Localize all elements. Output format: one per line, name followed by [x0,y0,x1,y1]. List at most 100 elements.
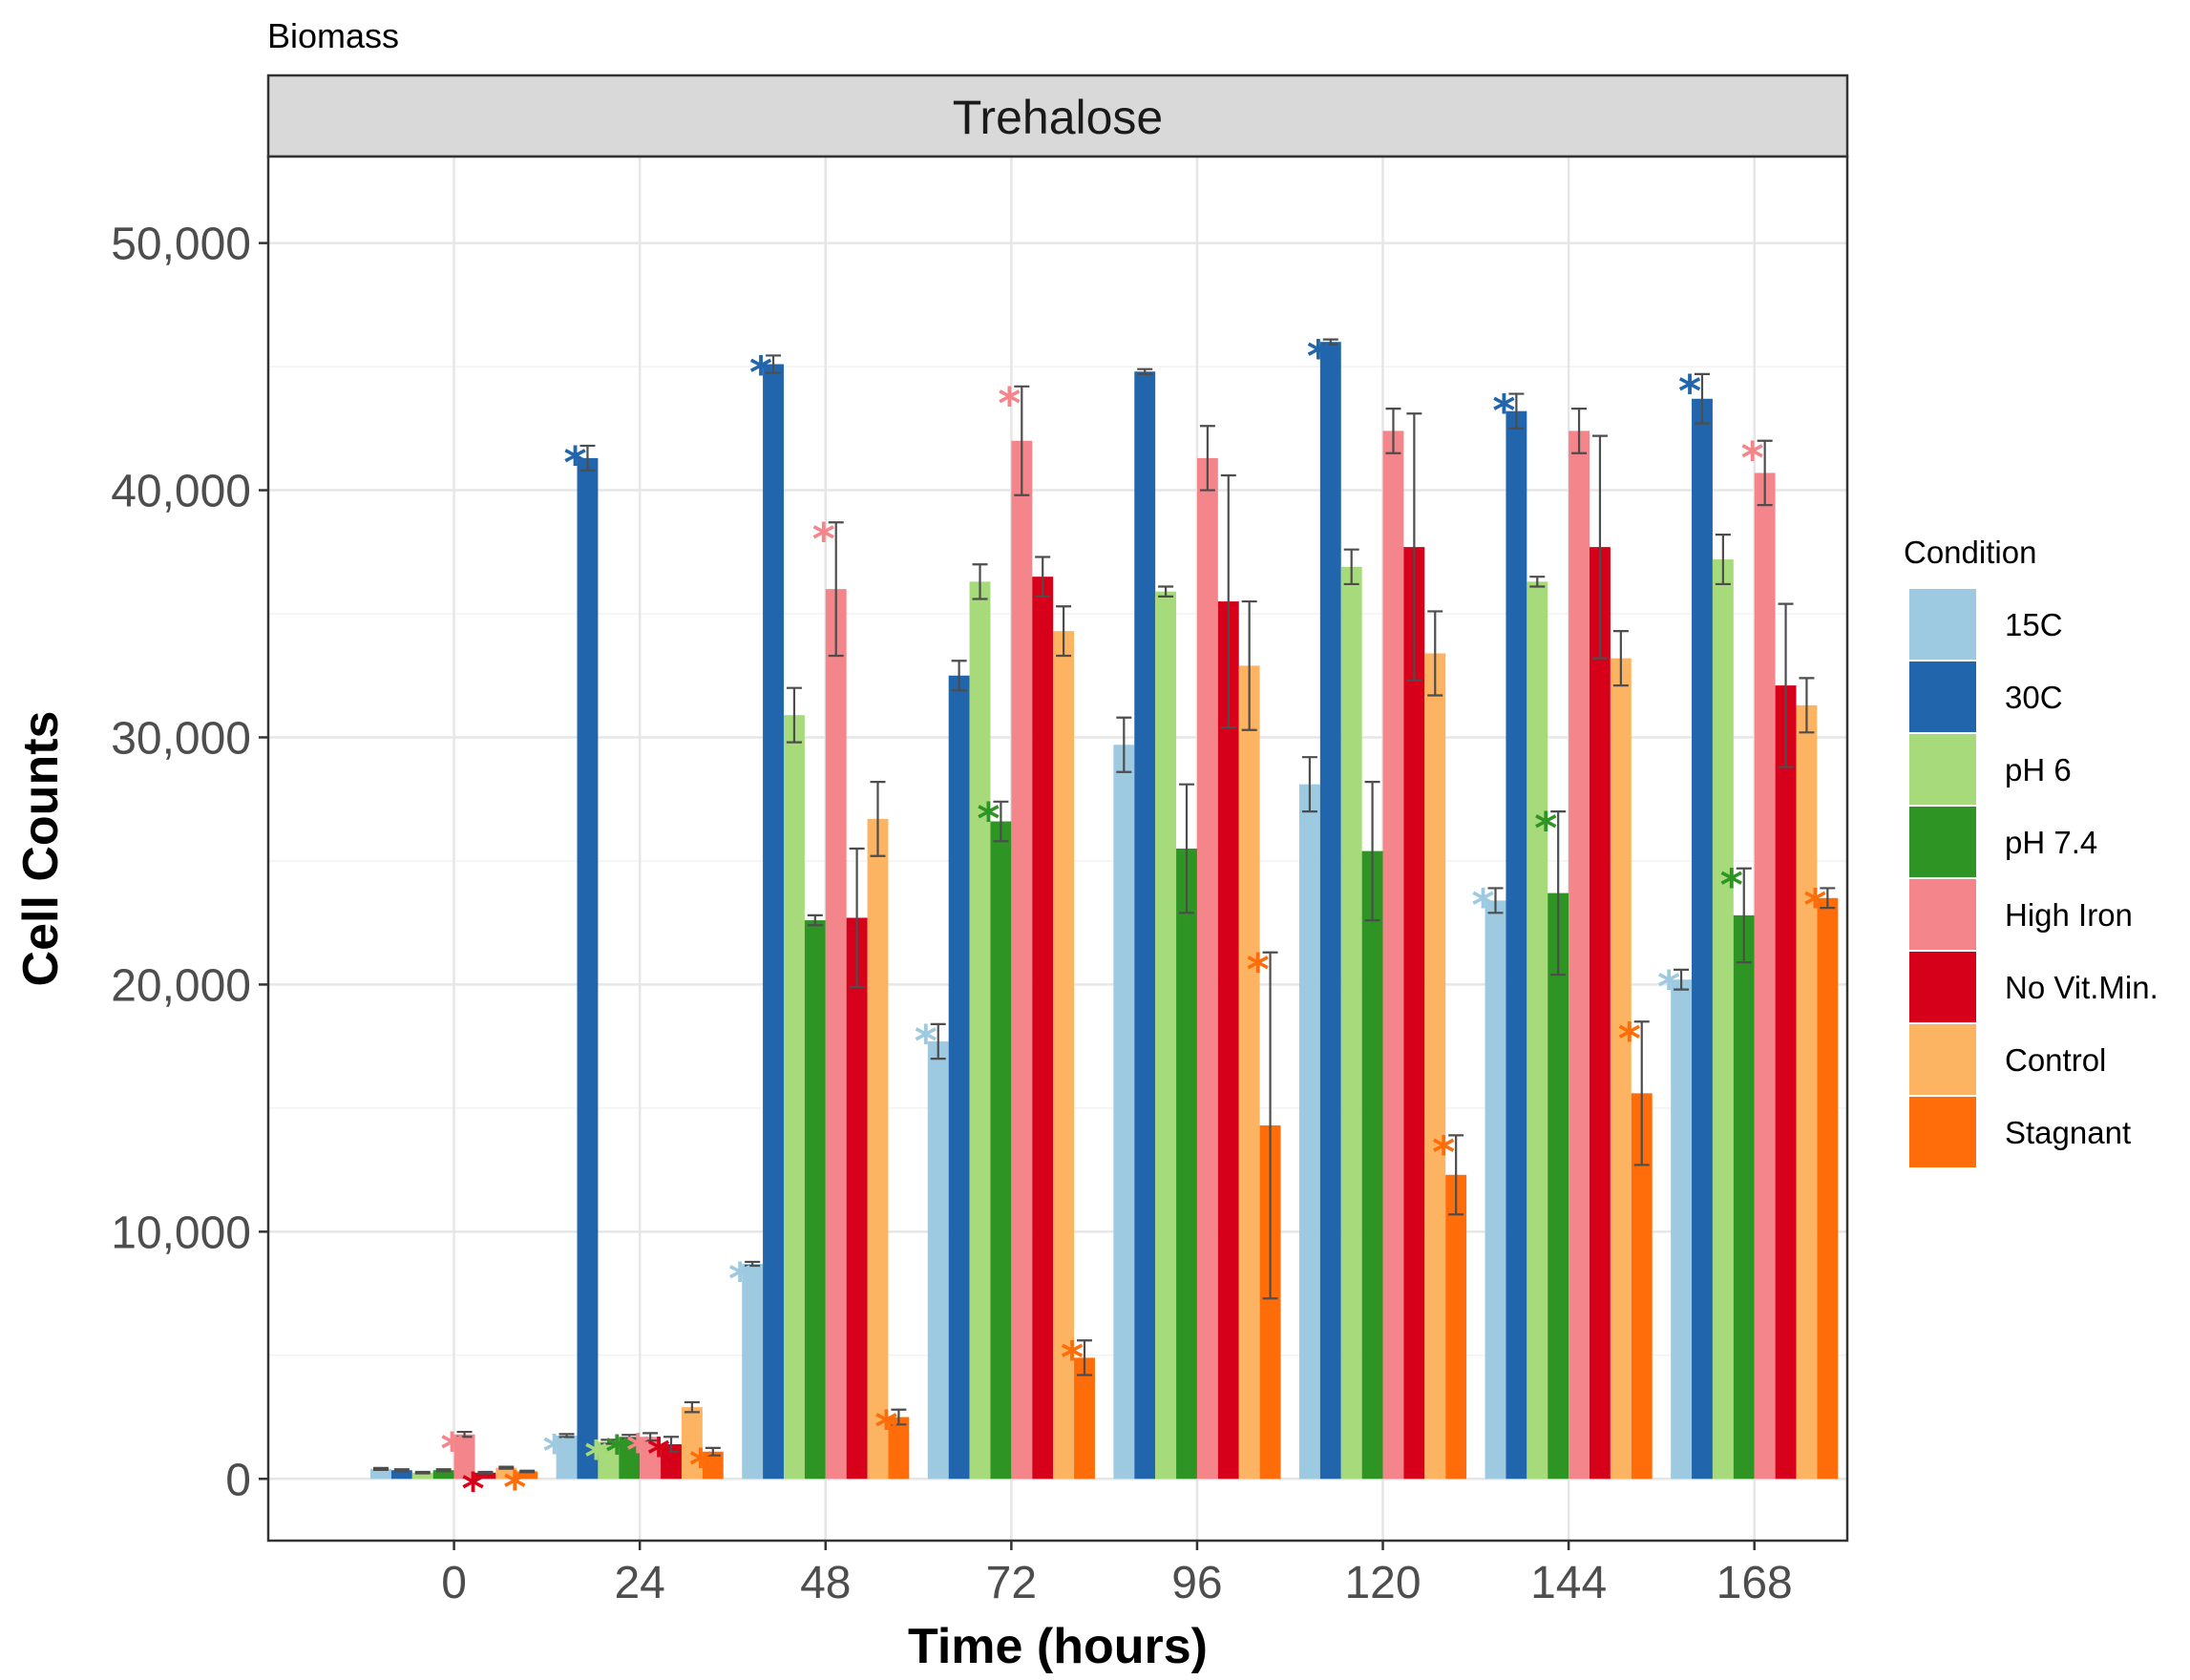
error-bar-30c-48 [766,354,782,374]
error-bar-stagnant-96 [1262,951,1278,1300]
error-bar-no-vit-min-96 [1220,473,1236,729]
error-bar-ph-6-120 [1343,548,1359,586]
error-bar-high-iron-72 [1014,385,1030,496]
bar-control-120 [1424,653,1446,1480]
bar-30c-144 [1506,410,1527,1480]
x-tick-label: 144 [1530,1558,1607,1608]
bar-stagnant-24 [702,1451,724,1480]
bar-stagnant-72 [1074,1357,1095,1480]
significance-star-15c-168: * [1657,961,1680,1013]
bar-ph-6-48 [783,715,805,1480]
error-bar-control-144 [1612,630,1629,687]
bar-stagnant-120 [1445,1174,1467,1480]
bar-layer [370,342,1839,1480]
error-bar-no-vit-min-120 [1406,412,1422,682]
plot-border [266,155,1849,1543]
significance-star-stagnant-72: * [1061,1332,1084,1383]
bar-15c-0 [370,1468,391,1480]
bar-high-iron-0 [453,1434,475,1480]
bar-ph-7-4-144 [1548,892,1569,1480]
x-tick-label: 48 [800,1558,851,1608]
error-bar-control-48 [870,780,886,857]
bar-no-vit-min-24 [661,1444,682,1480]
legend-item-ph-7-4: pH 7.4 [1909,807,2097,877]
significance-star-ph-7-4-72: * [977,793,1000,845]
error-bar-ph-6-48 [786,686,802,744]
legend-label-ph-6: pH 6 [2005,752,2072,788]
legend-item-ph-6: pH 6 [1909,734,2072,805]
error-bar-15c-144 [1487,887,1504,914]
significance-star-15c-144: * [1472,879,1495,931]
bar-30c-120 [1319,342,1341,1480]
bar-ph-6-120 [1340,566,1362,1480]
x-tick-label: 24 [614,1558,664,1608]
significance-star-stagnant-144: * [1618,1013,1641,1064]
significance-star-ph-7-4-24: * [605,1426,628,1478]
bar-ph-7-4-72 [990,821,1012,1480]
error-bar-stagnant-48 [891,1408,907,1426]
significance-star-30c-168: * [1678,366,1701,417]
legend-key-stagnant [1909,1097,1976,1167]
significance-star-ph-6-24: * [584,1431,607,1482]
legend-key-ph-7-4 [1909,807,1976,877]
error-bar-15c-96 [1116,716,1132,773]
bar-control-96 [1238,665,1260,1480]
bar-15c-72 [927,1040,949,1480]
error-bar-30c-168 [1694,372,1710,425]
error-bar-15c-24 [558,1433,575,1438]
error-bar-control-96 [1241,599,1257,731]
plot-title: Biomass [267,16,399,55]
legend-key-ph-6 [1909,734,1976,805]
error-bar-ph-7-4-144 [1550,810,1567,976]
significance-star-stagnant-168: * [1803,879,1826,931]
significance-star-15c-24: * [543,1425,566,1477]
y-tick-label: 20,000 [111,960,251,1011]
bar-high-iron-144 [1569,430,1590,1480]
bar-15c-168 [1671,979,1693,1480]
error-bar-high-iron-120 [1385,408,1401,454]
legend-label-ph-7-4: pH 7.4 [2005,825,2097,860]
bar-no-vit-min-168 [1775,685,1797,1480]
error-bar-30c-96 [1137,368,1153,375]
legend-label-stagnant: Stagnant [2005,1115,2131,1150]
error-bar-15c-0 [372,1466,389,1472]
bar-ph-7-4-120 [1361,850,1383,1480]
significance-star-stagnant-48: * [874,1401,897,1453]
bar-no-vit-min-0 [474,1472,496,1480]
significance-star-no-vit-min-0: * [461,1463,484,1515]
facet-label: Trehalose [953,91,1163,144]
bar-ph-6-0 [411,1472,433,1480]
significance-star-ph-7-4-144: * [1534,803,1557,854]
bar-high-iron-48 [825,589,847,1480]
legend-key-30c [1909,662,1976,732]
significance-star-15c-72: * [915,1016,937,1067]
error-bar-layer [372,338,1836,1475]
error-bar-control-24 [684,1400,700,1414]
error-bar-ph-7-4-0 [435,1468,452,1473]
significance-star-15c-48: * [728,1253,751,1305]
bar-ph-6-24 [598,1441,620,1480]
legend-label-no-vit-min: No Vit.Min. [2005,970,2158,1005]
bar-control-48 [867,818,889,1480]
error-bar-no-vit-min-168 [1778,602,1794,768]
bar-ph-6-168 [1712,559,1734,1480]
bar-ph-6-72 [969,581,991,1480]
significance-star-high-iron-72: * [998,378,1021,430]
bar-30c-72 [948,675,970,1480]
bar-no-vit-min-96 [1217,601,1239,1480]
bar-high-iron-120 [1382,430,1404,1480]
legend-item-control: Control [1909,1024,2106,1095]
legend-label-high-iron: High Iron [2005,897,2133,933]
bar-ph-6-144 [1527,581,1548,1480]
error-bar-stagnant-168 [1820,887,1836,910]
x-axis-title: Time (hours) [908,1619,1208,1674]
x-tick-label: 72 [986,1558,1037,1608]
significance-star-stagnant-120: * [1432,1126,1455,1178]
error-bar-30c-72 [951,660,967,692]
legend-item-stagnant: Stagnant [1909,1097,2131,1167]
error-bar-high-iron-48 [828,521,844,658]
bar-no-vit-min-48 [846,917,868,1480]
error-bar-no-vit-min-0 [477,1470,494,1475]
legend-title: Condition [1904,535,2036,570]
bar-stagnant-96 [1259,1125,1281,1480]
